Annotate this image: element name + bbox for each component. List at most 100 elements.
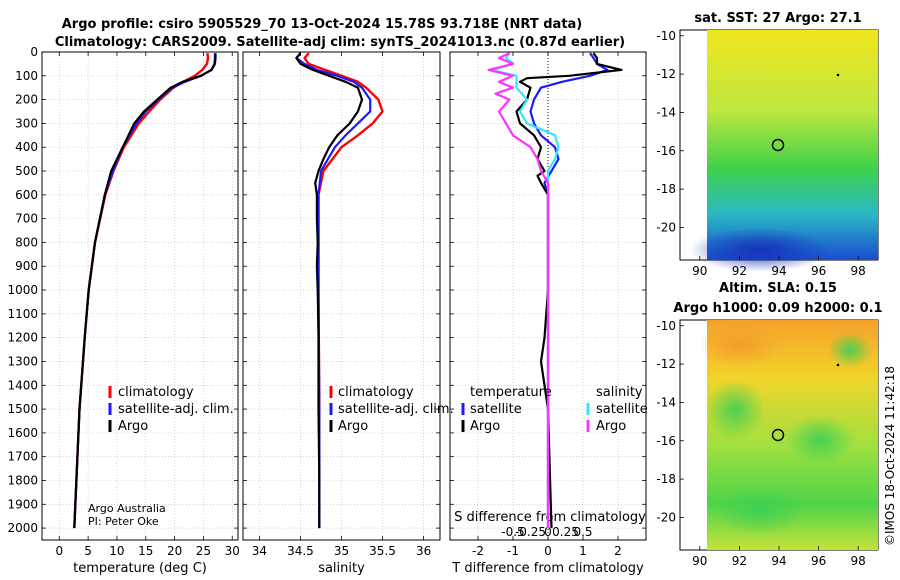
island-dot: [836, 73, 840, 77]
y-tick-label: 700: [15, 212, 38, 226]
credit-line1: Argo Australia: [88, 502, 166, 515]
x-tick-label: 0: [55, 544, 63, 558]
plot-frame: [41, 51, 239, 541]
figure-title-line2: Climatology: CARS2009. Satellite-adj cli…: [55, 35, 625, 50]
sst-map-axes: 90 92 94 96 98 -10 -12 -14 -16 -18 -20: [656, 29, 865, 278]
map-y-tick-label: -12: [656, 357, 676, 371]
y-tick-label: 1600: [7, 426, 38, 440]
x-tick-label: 25: [196, 544, 211, 558]
y-tick-label: 600: [15, 188, 38, 202]
sla-low-patch-3: [715, 485, 805, 535]
map-x-tick-label: 90: [692, 264, 707, 278]
legend-temp-satellite-label: satellite: [470, 402, 522, 417]
y-tick-label: 500: [15, 164, 38, 178]
s-diff-tick-label: 0.25: [552, 525, 579, 539]
map-x-tick-label: 94: [771, 264, 786, 278]
x-axis-label: salinity: [318, 561, 365, 576]
legend-satellite-label: satellite-adj. clim.: [338, 402, 454, 417]
legend-salinity-title: salinity: [596, 385, 643, 400]
legend-climatology-label: climatology: [118, 385, 194, 400]
salinity-legend: climatology satellite-adj. clim. Argo: [329, 385, 454, 434]
map-x-tick-label: 98: [851, 264, 866, 278]
map-x-tick-label: 96: [811, 554, 826, 568]
x-tick-label: 30: [225, 544, 240, 558]
sla-high-patch: [700, 323, 780, 367]
map-x-tick-label: 96: [811, 264, 826, 278]
map-x-tick-label: 92: [732, 264, 747, 278]
sla-map-title-2: Argo h1000: 0.09 h2000: 0.1: [673, 301, 882, 316]
x-tick-label: 20: [167, 544, 182, 558]
map-y-tick-label: -18: [656, 182, 676, 196]
legend-temp-argo-label: Argo: [470, 419, 500, 434]
x-tick-label: -1: [507, 544, 519, 558]
series-salinity-argo: [487, 52, 550, 529]
x-tick-label: 15: [138, 544, 153, 558]
y-tick-label: 2000: [7, 521, 38, 535]
y-tick-label: 1500: [7, 402, 38, 416]
s-diff-tick-label: 0: [544, 525, 552, 539]
salinity-panel: 34 34.5 35 35.5 36 salinity: [242, 51, 441, 576]
difference-legend: temperature satellite Argo salinity sate…: [461, 385, 648, 434]
plot-frame: [449, 51, 647, 541]
imos-timestamp: ©IMOS 18-Oct-2024 11:42:18: [883, 366, 897, 546]
legend-climatology-label: climatology: [338, 385, 414, 400]
legend-argo-label: Argo: [338, 419, 368, 434]
map-x-tick-label: 98: [851, 554, 866, 568]
y-tick-label: 800: [15, 235, 38, 249]
sst-map-title: sat. SST: 27 Argo: 27.1: [694, 11, 861, 26]
map-y-tick-label: -16: [656, 434, 676, 448]
sla-low-patch-4: [828, 332, 872, 368]
x-tick-label: 10: [109, 544, 124, 558]
map-y-tick-label: -10: [656, 29, 676, 43]
x-tick-label: 34.5: [287, 544, 314, 558]
legend-sal-argo-label: Argo: [596, 419, 626, 434]
x-tick-label: 2: [614, 544, 622, 558]
map-y-tick-label: -20: [656, 220, 676, 234]
y-tick-label: 400: [15, 140, 38, 154]
y-tick-label: 1300: [7, 354, 38, 368]
sla-map: [679, 319, 879, 551]
difference-panel: -2 -1 0 1 2-0.5-0.250 0.250.5S difference fro…: [449, 51, 647, 576]
series-argo: [295, 52, 364, 529]
s-diff-tick-label: -0.5: [501, 525, 524, 539]
figure-title-line1: Argo profile: csiro 5905529_70 13-Oct-20…: [62, 17, 583, 32]
argo-float-marker: [771, 428, 785, 442]
map-y-tick-label: -12: [656, 67, 676, 81]
legend-temperature-title: temperature: [470, 385, 552, 400]
plot-frame: [242, 51, 441, 541]
y-tick-label: 200: [15, 93, 38, 107]
map-y-tick-label: -16: [656, 144, 676, 158]
y-tick-label: 0: [30, 45, 38, 59]
temperature-panel: 0100200300400500600700800900100011001200…: [7, 45, 239, 576]
y-tick-label: 1000: [7, 283, 38, 297]
legend-sal-satellite-label: satellite: [596, 402, 648, 417]
sla-low-patch-2: [785, 415, 855, 465]
s-diff-tick-label: -0.25: [515, 525, 546, 539]
y-tick-label: 1400: [7, 378, 38, 392]
y-tick-label: 100: [15, 69, 38, 83]
sla-low-patch-1: [705, 380, 765, 440]
map-y-tick-label: -18: [656, 472, 676, 486]
y-tick-label: 300: [15, 116, 38, 130]
legend-argo-label: Argo: [118, 419, 148, 434]
x-tick-label: 1: [579, 544, 587, 558]
temperature-legend: climatology satellite-adj. clim. Argo: [108, 385, 234, 434]
sst-cold-patch: [690, 228, 830, 272]
credit-line2: PI: Peter Oke: [88, 515, 159, 528]
island-dot: [836, 363, 840, 367]
x-axis-label: temperature (deg C): [73, 561, 207, 576]
argo-float-marker: [771, 138, 785, 152]
y-tick-label: 900: [15, 259, 38, 273]
map-y-tick-label: -14: [656, 395, 676, 409]
y-tick-label: 1700: [7, 450, 38, 464]
sst-map: [679, 29, 879, 272]
y-tick-label: 1900: [7, 497, 38, 511]
sst-field: [707, 30, 878, 260]
map-x-tick-label: 92: [732, 554, 747, 568]
sla-map-axes: 90 92 94 96 98 -10 -12 -14 -16 -18 -20: [656, 319, 865, 568]
x-tick-label: 35.5: [369, 544, 396, 558]
y-tick-label: 1100: [7, 307, 38, 321]
y-tick-label: 1800: [7, 473, 38, 487]
x-tick-label: 35: [334, 544, 349, 558]
